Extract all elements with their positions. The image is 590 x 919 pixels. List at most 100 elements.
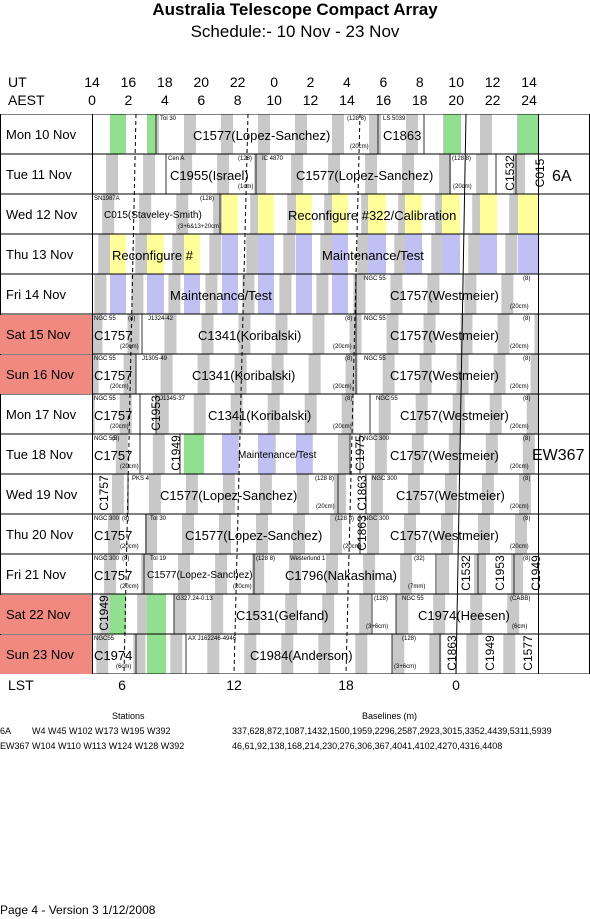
source-label: (20cm) — [510, 504, 529, 510]
schedule-grid — [0, 114, 590, 674]
lst-band — [180, 154, 193, 194]
schedule-block — [518, 234, 538, 274]
lst-band — [207, 634, 220, 674]
lst-band — [246, 234, 259, 274]
lst-band — [92, 314, 103, 354]
lst-band — [415, 394, 428, 434]
lst-band — [279, 274, 292, 314]
source-label: (20cm) — [110, 424, 129, 430]
vertical-project-label: C1532 — [503, 155, 517, 191]
schedule-block — [222, 274, 238, 314]
lst-band — [205, 274, 218, 314]
source-label: (20cm) — [510, 424, 529, 430]
project-label: C1757(Westmeier) — [396, 488, 505, 503]
vertical-project-label: C015 — [533, 158, 547, 188]
project-label: Maintenance/Test — [170, 288, 272, 303]
lst-band — [390, 274, 403, 314]
project-label: Reconfigure #322/Calibration — [288, 208, 457, 223]
lst-band — [312, 314, 325, 354]
source-label: (20cm) — [510, 464, 529, 470]
schedule-block — [222, 434, 238, 474]
lst-band — [193, 394, 206, 434]
vertical-project-label: C1863 — [445, 635, 459, 671]
lst-band — [370, 474, 383, 514]
source-label: Tol 30 — [160, 116, 177, 122]
aest-tick-7: 14 — [339, 92, 355, 108]
lst-band — [322, 594, 335, 634]
project-label: C1577(Lopez-Sanchez) — [147, 570, 253, 581]
source-label: NGC 55 — [94, 396, 116, 402]
source-label: (8) — [345, 316, 353, 322]
project-label: C1757 — [94, 568, 133, 583]
lst-band — [137, 594, 150, 634]
schedule-block — [110, 114, 126, 154]
lst-band — [431, 234, 444, 274]
lst-tick-3: 0 — [452, 677, 460, 693]
schedule-block — [222, 194, 238, 234]
lst-band — [215, 554, 228, 594]
lst-band — [355, 634, 368, 674]
source-label: NGC 300 — [94, 516, 120, 522]
schedule-block — [110, 594, 126, 634]
source-label: (3+6cm) — [394, 664, 417, 670]
source-label: (20cm) — [120, 464, 139, 470]
aest-tick-8: 16 — [375, 92, 392, 108]
source-label: (8) — [523, 276, 531, 282]
lst-band — [534, 314, 538, 354]
source-label: (128) — [374, 596, 389, 602]
source-label: (6cm) — [512, 624, 528, 630]
lst-band — [349, 314, 362, 354]
lst-band — [119, 394, 132, 434]
lst-band — [374, 434, 387, 474]
lst-band — [221, 114, 233, 154]
lst-band — [127, 314, 140, 354]
lst-band — [170, 634, 183, 674]
lst-band — [209, 234, 222, 274]
lst-band — [145, 514, 157, 554]
schedule-block — [147, 634, 166, 674]
project-label: C1577(Lopez-Sanchez) — [185, 528, 323, 543]
project-label: C1341(Koribalski) — [192, 368, 296, 383]
vertical-project-label: C1949 — [97, 595, 111, 631]
lst-band — [254, 154, 267, 194]
vertical-project-label: C1757 — [97, 475, 111, 511]
project-label: Maintenance/Test — [238, 450, 317, 461]
project-label: C1757 — [94, 368, 133, 383]
source-label: (20cm) — [120, 584, 139, 590]
project-label: C1984(Anderson) — [250, 648, 353, 663]
lst-band — [503, 634, 516, 674]
lst-band — [337, 434, 350, 474]
lst-zero-line — [455, 114, 467, 674]
source-label: (128) — [238, 156, 253, 162]
lst-band — [378, 394, 391, 434]
lst-tick-1: 12 — [226, 677, 242, 693]
lst-band — [296, 474, 309, 514]
source-label: (20cm) — [453, 184, 472, 190]
lst-band — [308, 354, 321, 394]
lst-band — [439, 154, 452, 194]
station-config-ew367: EW367 — [0, 741, 30, 751]
schedule-block — [296, 194, 312, 234]
source-label: (8) — [523, 436, 531, 442]
lst-band — [168, 274, 181, 314]
lst-band — [530, 354, 538, 394]
lst-band — [238, 314, 251, 354]
lst-band — [267, 394, 280, 434]
source-label: (8) — [345, 356, 353, 362]
ut-tick-3: 20 — [193, 74, 210, 90]
vertical-project-label: C1863 — [355, 515, 369, 551]
source-label: Tol 30 — [150, 516, 167, 522]
source-label: (128 8) — [452, 156, 472, 162]
source-label: J1345-37 — [160, 396, 186, 402]
source-label: NGC 55 — [364, 276, 386, 282]
lst-band — [478, 514, 490, 554]
schedule-block — [258, 194, 274, 234]
aest-tick-9: 18 — [412, 92, 428, 108]
lst-band — [460, 314, 473, 354]
lst-band — [176, 194, 189, 234]
ut-tick-5: 0 — [270, 74, 278, 90]
lst-band — [326, 554, 339, 594]
vertical-project-label: C1949 — [529, 555, 543, 591]
lst-band — [197, 354, 210, 394]
project-label: Maintenance/Test — [322, 248, 424, 263]
